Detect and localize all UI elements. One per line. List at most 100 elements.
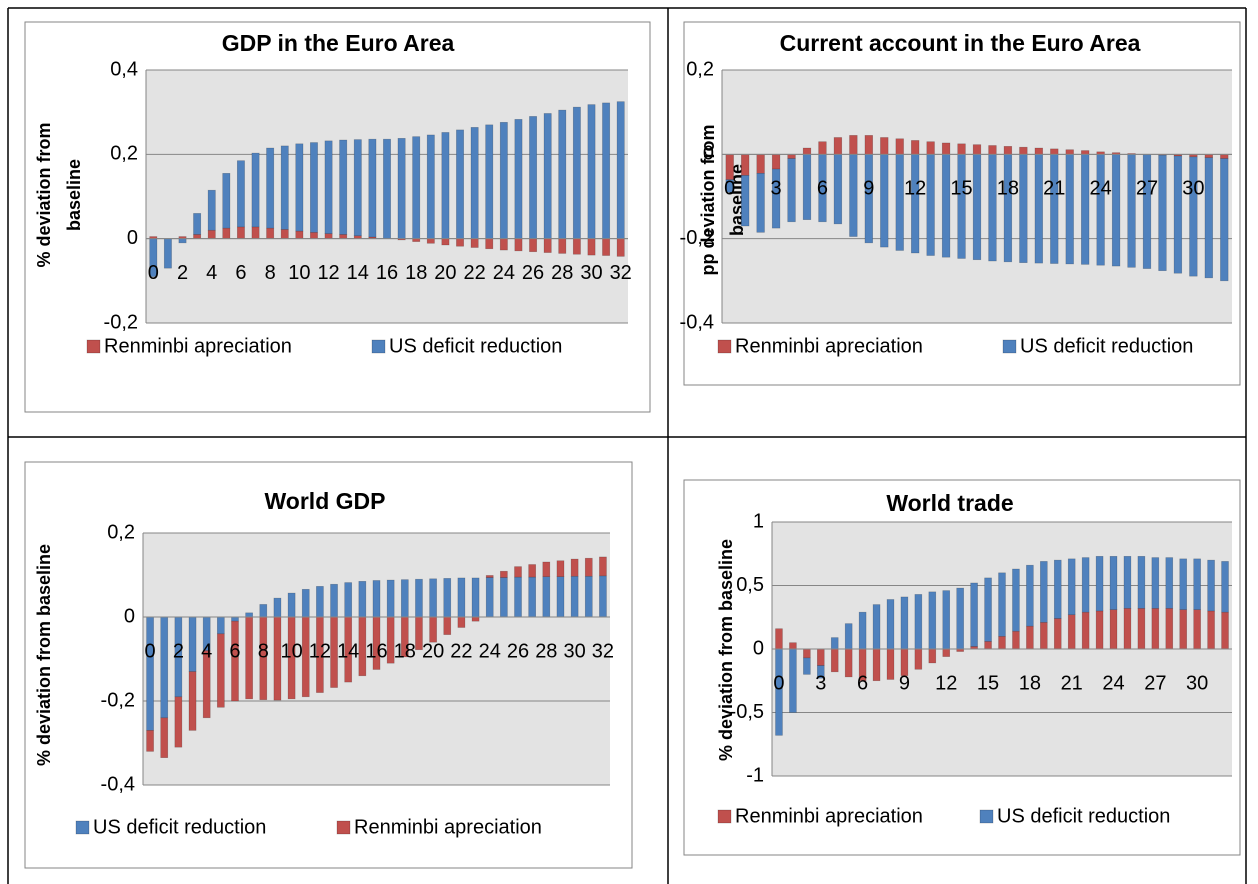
x-tick-label: 10	[280, 640, 302, 662]
y-tick-label: 0	[703, 143, 714, 165]
legend-label: US deficit reduction	[1020, 335, 1193, 357]
x-tick-label: 2	[177, 262, 188, 284]
legend-label: US deficit reduction	[93, 816, 266, 838]
bar	[426, 134, 435, 239]
bar	[984, 577, 992, 642]
chart: 0,4 0,2 0 -0,2 GDP in the Euro Area % deviati…	[24, 21, 651, 413]
legend-label: Renminbi apreciation	[735, 805, 923, 827]
bar	[802, 154, 812, 220]
bar	[1065, 154, 1074, 265]
bar	[1165, 608, 1174, 650]
bar	[383, 138, 391, 239]
bar	[216, 616, 225, 635]
bar	[830, 648, 839, 673]
y-tick-label: -1	[746, 764, 764, 786]
chart-title: World GDP	[265, 488, 386, 514]
y-axis-label: % deviation from baseline	[34, 544, 54, 766]
bar	[280, 229, 289, 239]
bar	[584, 575, 593, 618]
x-tick-label: 21	[1043, 178, 1065, 200]
bar	[1142, 154, 1152, 269]
bar	[802, 147, 812, 155]
bar	[443, 616, 452, 635]
bar	[1220, 154, 1229, 159]
bar	[616, 101, 625, 239]
bar	[1193, 558, 1201, 610]
bar	[998, 635, 1006, 650]
bar	[443, 578, 452, 618]
bar	[833, 137, 843, 155]
x-tick-label: 4	[206, 262, 217, 284]
chart-title: GDP in the Euro Area	[222, 30, 455, 56]
bar	[470, 127, 479, 239]
x-tick-label: 26	[522, 262, 544, 284]
bar	[295, 230, 304, 239]
bar	[771, 168, 781, 229]
bar	[160, 717, 169, 758]
x-tick-label: 30	[580, 262, 602, 284]
legend-label: US deficit reduction	[997, 805, 1170, 827]
bar	[1151, 557, 1160, 609]
bar	[803, 648, 811, 659]
legend-swatch	[336, 820, 351, 835]
bar	[972, 154, 982, 261]
bar	[1207, 610, 1215, 650]
bar	[353, 139, 362, 237]
bar	[1019, 154, 1028, 264]
table-lines	[7, 7, 1247, 884]
bar	[485, 238, 494, 250]
bar	[1193, 609, 1201, 650]
bar	[817, 665, 825, 679]
bar	[911, 140, 920, 155]
bar	[251, 226, 260, 239]
bar	[245, 616, 253, 700]
bar	[514, 119, 523, 239]
bar	[1109, 609, 1118, 650]
bar	[957, 154, 966, 259]
x-tick-label: 12	[935, 672, 957, 694]
bar	[789, 648, 797, 713]
bar	[1003, 146, 1013, 155]
x-tick-label: 6	[857, 672, 868, 694]
bar	[216, 633, 225, 708]
bar	[231, 616, 239, 622]
bar	[844, 648, 853, 678]
bar	[570, 575, 579, 618]
x-tick-label: 9	[863, 178, 874, 200]
bar	[529, 238, 538, 253]
x-tick-label: 28	[535, 640, 557, 662]
bar	[787, 158, 796, 223]
chart: 0,2 0 -0,2 -0,4 Current account in the Euro …	[680, 21, 1241, 386]
bar	[542, 561, 551, 577]
bar	[266, 147, 275, 229]
bar	[222, 227, 231, 239]
x-tick-label: 24	[1102, 672, 1124, 694]
x-tick-label: 2	[173, 640, 184, 662]
x-tick-label: 12	[309, 640, 331, 662]
bar	[1179, 558, 1187, 610]
bar	[1123, 555, 1132, 609]
bar	[1151, 608, 1160, 650]
bar	[1040, 561, 1048, 623]
bar	[400, 579, 409, 618]
bar	[207, 189, 216, 231]
bar	[514, 566, 522, 578]
bar	[914, 648, 923, 670]
bar	[1019, 146, 1028, 155]
bar	[849, 135, 858, 155]
bar	[188, 616, 197, 672]
bar	[1067, 558, 1076, 616]
bar	[818, 141, 827, 155]
x-tick-label: 10	[288, 262, 310, 284]
x-tick-label: 32	[592, 640, 614, 662]
x-tick-label: 18	[997, 178, 1019, 200]
bar	[457, 616, 466, 628]
bar	[528, 576, 537, 618]
y-tick-label: -0,2	[104, 311, 138, 333]
x-tick-label: 12	[904, 178, 926, 200]
bar	[789, 642, 797, 650]
legend-label: Renminbi apreciation	[354, 816, 542, 838]
y-axis-label: pp deviation from	[698, 124, 718, 275]
bar	[941, 154, 951, 258]
